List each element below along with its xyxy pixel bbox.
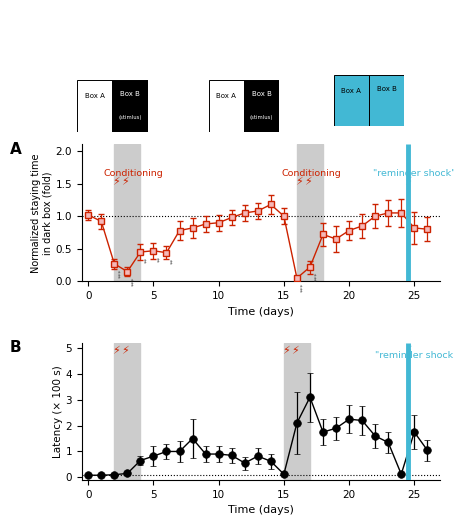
Text: ⚡: ⚡: [291, 346, 299, 356]
Text: Conditioning: Conditioning: [104, 169, 163, 178]
Text: (stimlus): (stimlus): [118, 115, 142, 120]
Text: ***: ***: [118, 268, 123, 278]
Bar: [284, 343, 310, 480]
Text: ⚡: ⚡: [282, 346, 290, 356]
Text: Box A: Box A: [85, 93, 105, 100]
Text: Conditioning: Conditioning: [281, 169, 341, 178]
Text: ⚡: ⚡: [404, 177, 412, 187]
Text: ⚡: ⚡: [122, 177, 129, 187]
Bar: [369, 75, 404, 126]
Text: A: A: [10, 142, 22, 157]
Text: ⚡: ⚡: [122, 346, 129, 356]
Text: B: B: [10, 340, 22, 355]
Bar: [209, 80, 244, 132]
Text: **: **: [144, 256, 149, 263]
Text: ⚡: ⚡: [404, 346, 412, 356]
X-axis label: Time (days): Time (days): [228, 307, 294, 317]
Text: Box A: Box A: [341, 88, 361, 94]
Bar: [244, 80, 279, 132]
Y-axis label: Latency (× 100 s): Latency (× 100 s): [53, 365, 63, 458]
Text: (stimlus): (stimlus): [250, 115, 273, 120]
Text: Box B: Box B: [120, 91, 140, 98]
Text: ⚡: ⚡: [113, 346, 120, 356]
Bar: [113, 80, 148, 132]
Bar: [297, 144, 323, 281]
Y-axis label: Normalized staying time
in dark box (fold): Normalized staying time in dark box (fol…: [31, 153, 53, 272]
Text: "reminder shock": "reminder shock": [373, 169, 454, 178]
Text: Box A: Box A: [217, 93, 237, 100]
Text: **: **: [170, 257, 175, 264]
Bar: [114, 144, 140, 281]
Text: **: **: [158, 255, 163, 262]
Text: Box B: Box B: [376, 86, 396, 92]
Text: ⚡: ⚡: [113, 177, 120, 187]
X-axis label: Time (days): Time (days): [228, 505, 294, 515]
Text: ***: ***: [131, 276, 136, 285]
Bar: [334, 75, 369, 126]
Text: "reminder shock": "reminder shock": [375, 351, 454, 360]
Text: Box B: Box B: [252, 91, 271, 98]
Text: ***: ***: [314, 271, 319, 281]
Text: ***: ***: [301, 283, 306, 292]
Text: ⚡: ⚡: [304, 177, 312, 187]
Bar: [114, 343, 140, 480]
Text: ⚡: ⚡: [295, 177, 303, 187]
Bar: [77, 80, 113, 132]
